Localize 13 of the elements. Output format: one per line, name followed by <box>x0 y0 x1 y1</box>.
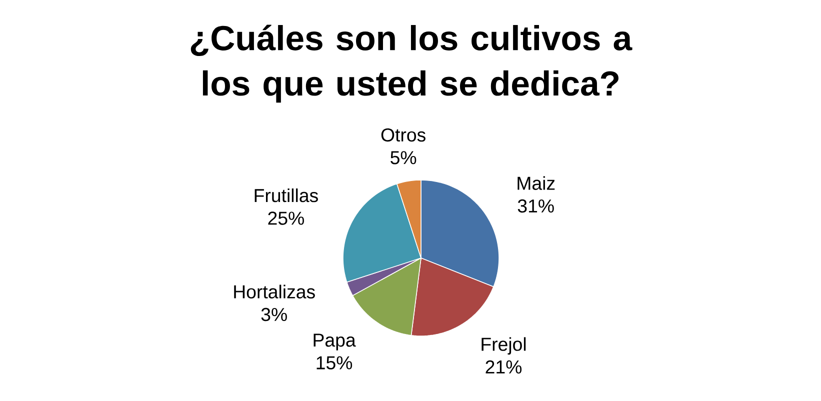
data-label: 15% <box>316 356 352 370</box>
data-label: 3% <box>261 308 287 322</box>
chart-title: ¿Cuáles son los cultivos a los que usted se dedica? <box>190 24 632 103</box>
slice-label: Frejol <box>482 337 526 355</box>
data-label: 25% <box>268 212 304 225</box>
slice-label: Frutillas <box>254 188 318 202</box>
data-label: 21% <box>486 360 522 374</box>
slice-label: Maiz <box>518 176 555 190</box>
data-label: 31% <box>518 199 554 213</box>
slice-label: Hortalizas <box>234 284 315 298</box>
slice-label: Papa <box>314 334 356 350</box>
slice-label: Otros <box>381 128 426 142</box>
data-label: 5% <box>390 151 416 164</box>
